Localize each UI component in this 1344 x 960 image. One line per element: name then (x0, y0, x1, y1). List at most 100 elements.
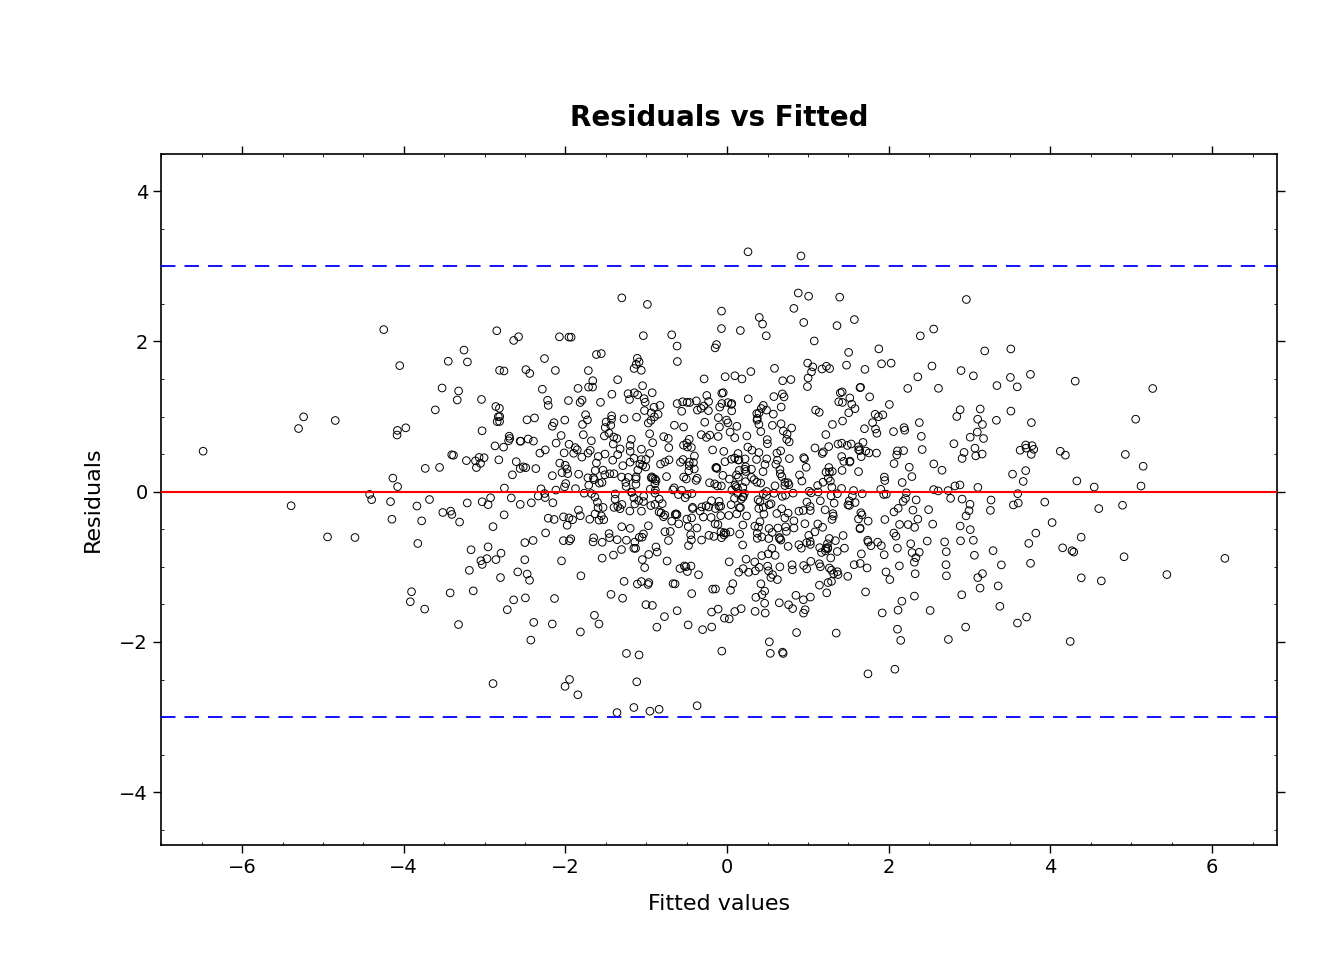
Point (595, 415, 617, 430)
Point (1111, 497, 1133, 513)
Point (821, 480, 843, 495)
Point (644, 409, 665, 424)
Point (737, 440, 758, 455)
Point (630, 503, 652, 518)
Point (480, 490, 501, 505)
Point (570, 568, 591, 584)
Point (883, 525, 905, 540)
Point (656, 553, 677, 568)
Point (723, 491, 745, 506)
Point (899, 460, 921, 475)
Point (1142, 381, 1164, 396)
Point (770, 416, 792, 431)
Point (797, 379, 818, 395)
Point (687, 402, 708, 418)
Point (637, 518, 659, 534)
Point (523, 533, 544, 548)
Point (724, 368, 746, 383)
Point (515, 535, 536, 550)
Point (852, 435, 874, 450)
Point (754, 606, 775, 621)
Point (809, 556, 831, 571)
Point (788, 537, 809, 552)
Point (770, 533, 792, 548)
Point (601, 387, 622, 402)
Point (773, 646, 794, 661)
Point (711, 396, 732, 411)
Point (1050, 444, 1071, 459)
Point (875, 487, 896, 502)
Point (519, 572, 540, 588)
Point (664, 576, 685, 591)
Point (728, 526, 750, 541)
Point (836, 438, 857, 453)
Point (1007, 379, 1028, 395)
Point (816, 465, 837, 480)
Point (927, 483, 949, 498)
Point (523, 433, 544, 448)
Point (605, 486, 626, 501)
Point (507, 564, 528, 580)
Point (556, 466, 578, 481)
Point (606, 705, 628, 720)
Point (629, 354, 650, 370)
Point (751, 548, 773, 564)
Point (380, 494, 402, 510)
Point (664, 480, 685, 495)
Point (864, 407, 886, 422)
Point (680, 527, 702, 542)
Point (985, 413, 1007, 428)
Point (742, 443, 763, 458)
Point (681, 510, 703, 525)
Point (761, 540, 782, 556)
Point (960, 429, 981, 444)
Point (714, 611, 735, 626)
Point (796, 562, 817, 577)
Point (964, 441, 985, 456)
Point (883, 504, 905, 519)
Point (746, 474, 767, 490)
Point (446, 393, 468, 408)
Point (548, 455, 570, 470)
Point (931, 463, 953, 478)
Point (794, 516, 816, 532)
Point (449, 515, 470, 530)
Point (820, 473, 841, 489)
Point (524, 410, 546, 425)
Point (710, 508, 731, 523)
Point (581, 433, 602, 448)
Point (782, 486, 804, 501)
Point (641, 385, 663, 400)
Point (489, 409, 511, 424)
Point (750, 401, 771, 417)
Point (734, 462, 755, 477)
Point (508, 329, 530, 345)
Point (570, 508, 591, 523)
Point (827, 318, 848, 333)
Point (751, 529, 773, 544)
Point (531, 481, 552, 496)
Point (610, 541, 632, 557)
Point (755, 402, 777, 418)
Point (629, 456, 650, 471)
Point (509, 461, 531, 476)
Point (708, 498, 730, 514)
Point (609, 501, 630, 516)
Point (439, 503, 461, 518)
Point (952, 588, 973, 603)
Point (868, 409, 890, 424)
Point (743, 472, 765, 488)
Point (679, 395, 700, 410)
Point (935, 557, 957, 572)
Point (676, 395, 698, 410)
Point (732, 517, 754, 533)
Point (972, 417, 993, 432)
Point (586, 455, 607, 470)
Point (438, 353, 460, 369)
Point (747, 492, 769, 508)
Point (839, 493, 860, 509)
Point (633, 493, 655, 509)
Point (680, 532, 702, 547)
Point (738, 244, 759, 259)
Point (827, 543, 848, 559)
